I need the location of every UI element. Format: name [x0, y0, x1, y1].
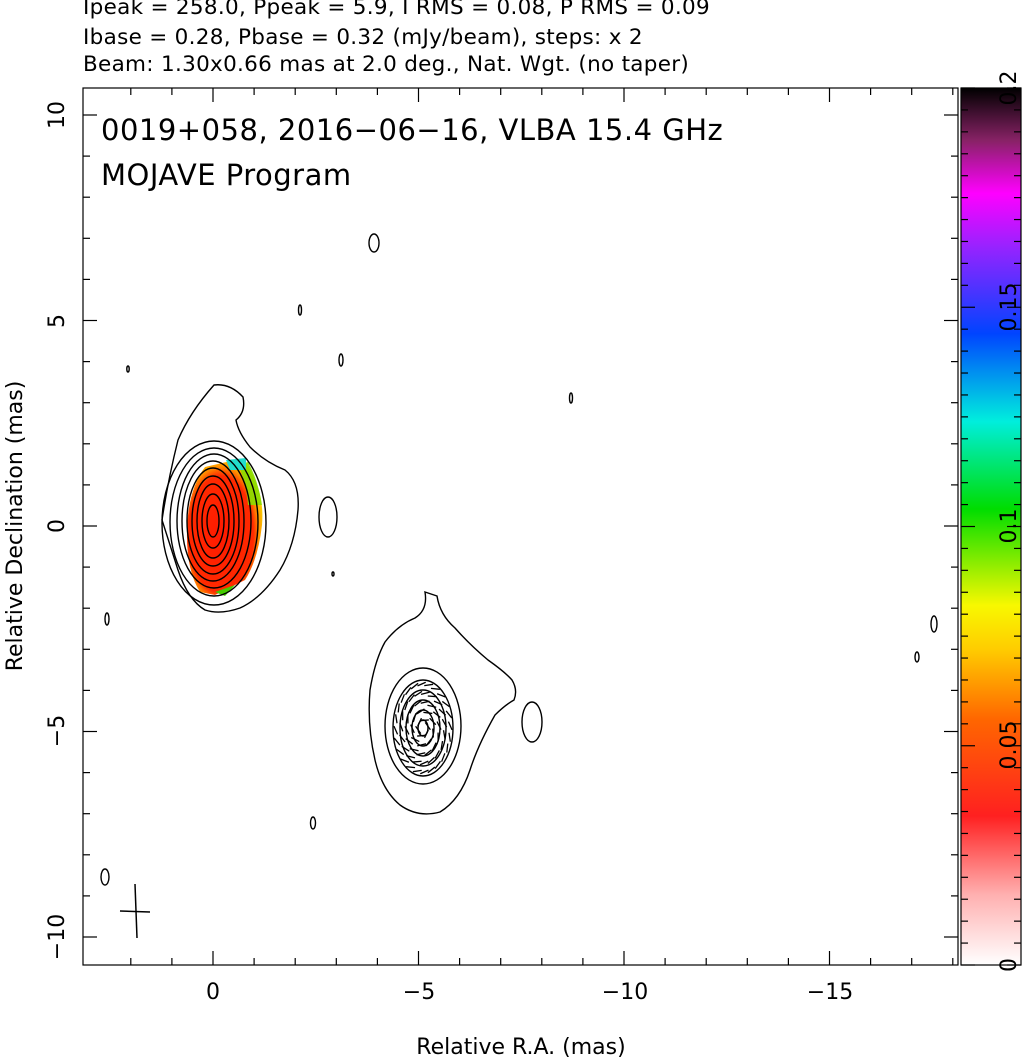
- colorbar-label-015: 0.15: [997, 283, 1022, 332]
- colorbar-label-0: 0: [997, 958, 1022, 972]
- beam-marker: [119, 883, 151, 939]
- program-label: MOJAVE Program: [101, 158, 352, 192]
- colorbar-label-005: 0.05: [997, 721, 1022, 770]
- x-tick-label-1: −5: [403, 980, 435, 1005]
- x-tick-label-2: −10: [602, 980, 648, 1005]
- header-line-3: Beam: 1.30x0.66 mas at 2.0 deg., Nat. Wg…: [83, 52, 690, 77]
- colorbar-label-01: 0.1: [997, 509, 1022, 544]
- x-tick-label-3: −15: [807, 980, 853, 1005]
- x-tick-labels: 0 −5 −10 −15: [206, 980, 853, 1005]
- source-label: 0019+058, 2016−06−16, VLBA 15.4 GHz: [101, 113, 723, 147]
- colorbar-label-02: 0.2: [997, 71, 1022, 106]
- jet-contours: [368, 590, 543, 815]
- y-tick-label-5: 5: [45, 314, 70, 328]
- x-tick-label-0: 0: [206, 980, 220, 1005]
- y-tick-label-0: 0: [45, 519, 70, 533]
- polarization-vectors: [393, 681, 453, 775]
- y-tick-label-minus10: −10: [45, 914, 70, 960]
- colorbar-tick-labels: 0 0.05 0.1 0.15 0.2: [997, 71, 1022, 973]
- header-line-2: Ibase = 0.28, Pbase = 0.32 (mJy/beam), s…: [83, 25, 643, 50]
- colorbar-ticks: [961, 87, 1021, 966]
- y-tick-label-minus5: −5: [45, 715, 70, 747]
- axis-ticks: [83, 88, 958, 965]
- y-axis-label: Relative Declination (mas): [3, 381, 28, 672]
- y-tick-labels: 10 5 0 −5 −10: [45, 101, 70, 960]
- noise-contours: [100, 233, 938, 886]
- x-axis-label: Relative R.A. (mas): [416, 1035, 625, 1060]
- header-line-1: Ipeak = 258.0, Ppeak = 5.9, I RMS = 0.08…: [83, 0, 710, 20]
- y-tick-label-10: 10: [45, 101, 70, 129]
- core-contours: [161, 384, 299, 613]
